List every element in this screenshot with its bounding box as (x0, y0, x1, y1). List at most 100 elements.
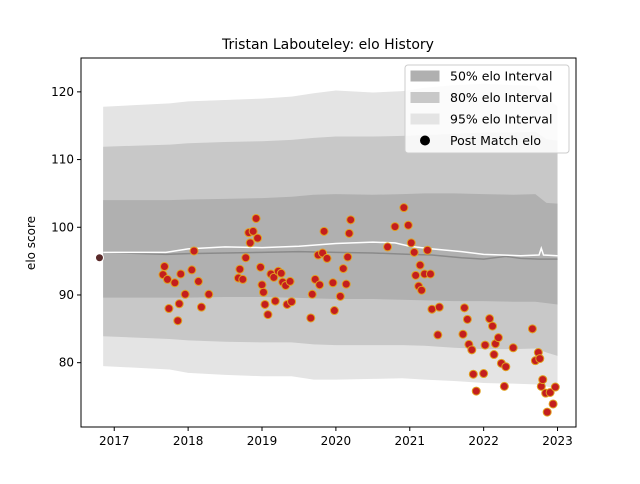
legend-box (404, 64, 570, 154)
legend-label: 80% elo Interval (450, 90, 552, 105)
legend-swatch (410, 70, 440, 82)
post-match-point (328, 278, 338, 288)
post-match-point (409, 247, 419, 257)
legend-swatch (410, 113, 440, 125)
post-match-point (335, 291, 345, 301)
plot-area (94, 83, 560, 417)
post-match-point (383, 242, 393, 252)
y-tick-label: 80 (59, 356, 74, 370)
first-match-point (94, 253, 104, 263)
legend-label: 95% elo Interval (450, 112, 552, 127)
post-match-point (253, 233, 263, 243)
post-match-point (542, 407, 552, 417)
chart-title: Tristan Labouteley: elo History (221, 37, 434, 53)
post-match-point (343, 252, 353, 262)
post-match-point (256, 262, 266, 272)
y-tick-label: 90 (59, 288, 74, 302)
post-match-point (508, 343, 518, 353)
post-match-point (204, 289, 214, 299)
post-match-point (174, 299, 184, 309)
post-match-point (459, 303, 469, 313)
band-50 (103, 193, 558, 305)
y-tick-label: 110 (51, 153, 74, 167)
post-match-point (341, 279, 351, 289)
post-match-point (180, 289, 190, 299)
x-tick-label: 2019 (247, 434, 278, 448)
post-match-point (458, 329, 468, 339)
post-match-point (260, 299, 270, 309)
y-axis-label: elo score (24, 216, 38, 270)
post-match-point (189, 246, 199, 256)
post-match-point (238, 274, 248, 284)
median-elo-line (103, 250, 558, 260)
post-match-point (479, 369, 489, 379)
post-match-point (548, 399, 558, 409)
post-match-point (306, 313, 316, 323)
post-match-point (415, 260, 425, 270)
post-match-point (307, 289, 317, 299)
post-match-point (285, 276, 295, 286)
post-match-point (399, 203, 409, 213)
post-match-point (170, 278, 180, 288)
post-match-point (545, 387, 555, 397)
post-match-point (499, 381, 509, 391)
post-match-point (287, 297, 297, 307)
mean-elo-line (103, 241, 558, 257)
post-match-point (417, 285, 427, 295)
post-match-point (162, 274, 172, 284)
post-match-point (427, 304, 437, 314)
post-match-point (187, 265, 197, 275)
y-axis: 80 90 100 110 120 (51, 85, 81, 370)
legend-marker (420, 135, 430, 146)
post-match-point (248, 226, 258, 236)
post-match-point (403, 220, 413, 230)
post-match-point (489, 350, 499, 360)
post-match-point (164, 304, 174, 314)
post-match-point (493, 333, 503, 343)
post-match-point (270, 296, 280, 306)
post-match-point (176, 269, 186, 279)
post-match-point (485, 314, 495, 324)
post-match-point (193, 276, 203, 286)
legend: 50% elo Interval 80% elo Interval 95% elo … (404, 64, 570, 154)
y-tick-label: 120 (51, 85, 74, 99)
post-match-point (276, 268, 286, 278)
post-match-point (159, 262, 169, 272)
post-match-point (257, 280, 267, 290)
post-match-point (480, 340, 490, 350)
x-tick-label: 2018 (173, 434, 204, 448)
post-match-point (338, 264, 348, 274)
axes-frame (80, 57, 577, 428)
post-match-point (423, 245, 432, 255)
x-tick-label: 2021 (394, 434, 425, 448)
post-match-point (269, 272, 279, 282)
post-match-point (434, 302, 444, 312)
post-match-point (467, 345, 477, 355)
post-match-point (322, 253, 332, 263)
post-match-point (468, 369, 478, 379)
post-match-point (488, 321, 498, 331)
post-match-point (329, 306, 339, 316)
post-match-point (258, 287, 268, 297)
post-match-point (235, 264, 245, 274)
x-tick-label: 2023 (542, 434, 573, 448)
post-match-point (462, 314, 472, 324)
x-tick-label: 2017 (99, 434, 130, 448)
post-match-point (527, 324, 537, 334)
post-match-point (550, 382, 560, 392)
legend-swatch (410, 92, 440, 103)
post-match-point (173, 316, 183, 326)
post-match-point (471, 386, 481, 396)
post-match-point (390, 222, 400, 232)
legend-label: Post Match elo (450, 133, 541, 148)
post-match-point (196, 302, 206, 312)
x-axis: 2017 2018 2019 2020 2021 2022 2023 (99, 427, 573, 448)
legend-label: 50% elo Interval (450, 69, 552, 84)
post-match-point (425, 269, 435, 279)
post-match-point (538, 375, 548, 385)
post-match-point (433, 330, 443, 340)
post-match-point (241, 253, 251, 263)
y-tick-label: 100 (51, 220, 74, 234)
